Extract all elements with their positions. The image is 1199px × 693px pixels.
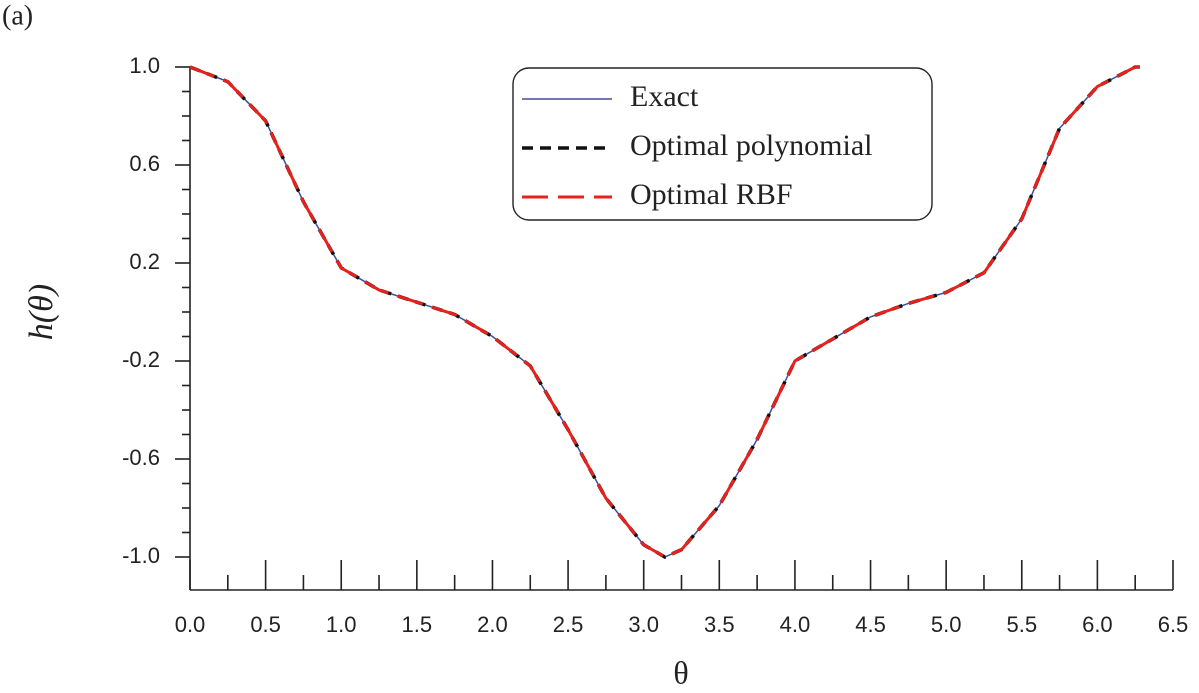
x-tick-label: 5.0 bbox=[931, 612, 962, 637]
x-tick-label: 3.5 bbox=[704, 612, 735, 637]
legend-label: Optimal polynomial bbox=[630, 129, 872, 162]
x-tick-label: 2.5 bbox=[553, 612, 584, 637]
panel-label: (a) bbox=[2, 0, 33, 31]
x-tick-label: 6.0 bbox=[1082, 612, 1113, 637]
y-tick-label: -1.0 bbox=[122, 543, 160, 568]
x-tick-label: 5.5 bbox=[1006, 612, 1037, 637]
x-tick-label: 2.0 bbox=[477, 612, 508, 637]
y-tick-label: 1.0 bbox=[129, 53, 160, 78]
x-tick-label: 4.0 bbox=[780, 612, 811, 637]
y-axis-label: h(θ) bbox=[23, 284, 60, 340]
y-tick-label: -0.6 bbox=[122, 445, 160, 470]
x-tick-label: 1.5 bbox=[402, 612, 433, 637]
y-tick-label: 0.2 bbox=[129, 249, 160, 274]
x-tick-label: 0.0 bbox=[175, 612, 206, 637]
legend-label: Exact bbox=[630, 80, 699, 113]
x-tick-label: 0.5 bbox=[250, 612, 281, 637]
x-axis-label: θ bbox=[673, 654, 688, 690]
legend: Exact Optimal polynomial Optimal RBF bbox=[512, 67, 933, 221]
x-tick-label: 1.0 bbox=[326, 612, 357, 637]
x-tick-label: 6.5 bbox=[1158, 612, 1189, 637]
x-tick-label: 3.0 bbox=[628, 612, 659, 637]
series-line bbox=[189, 65, 1140, 559]
y-tick-label: 0.6 bbox=[129, 151, 160, 176]
y-tick-label: -0.2 bbox=[122, 347, 160, 372]
x-tick-label: 4.5 bbox=[855, 612, 886, 637]
legend-label: Optimal RBF bbox=[630, 178, 793, 211]
legend-box bbox=[512, 67, 933, 221]
